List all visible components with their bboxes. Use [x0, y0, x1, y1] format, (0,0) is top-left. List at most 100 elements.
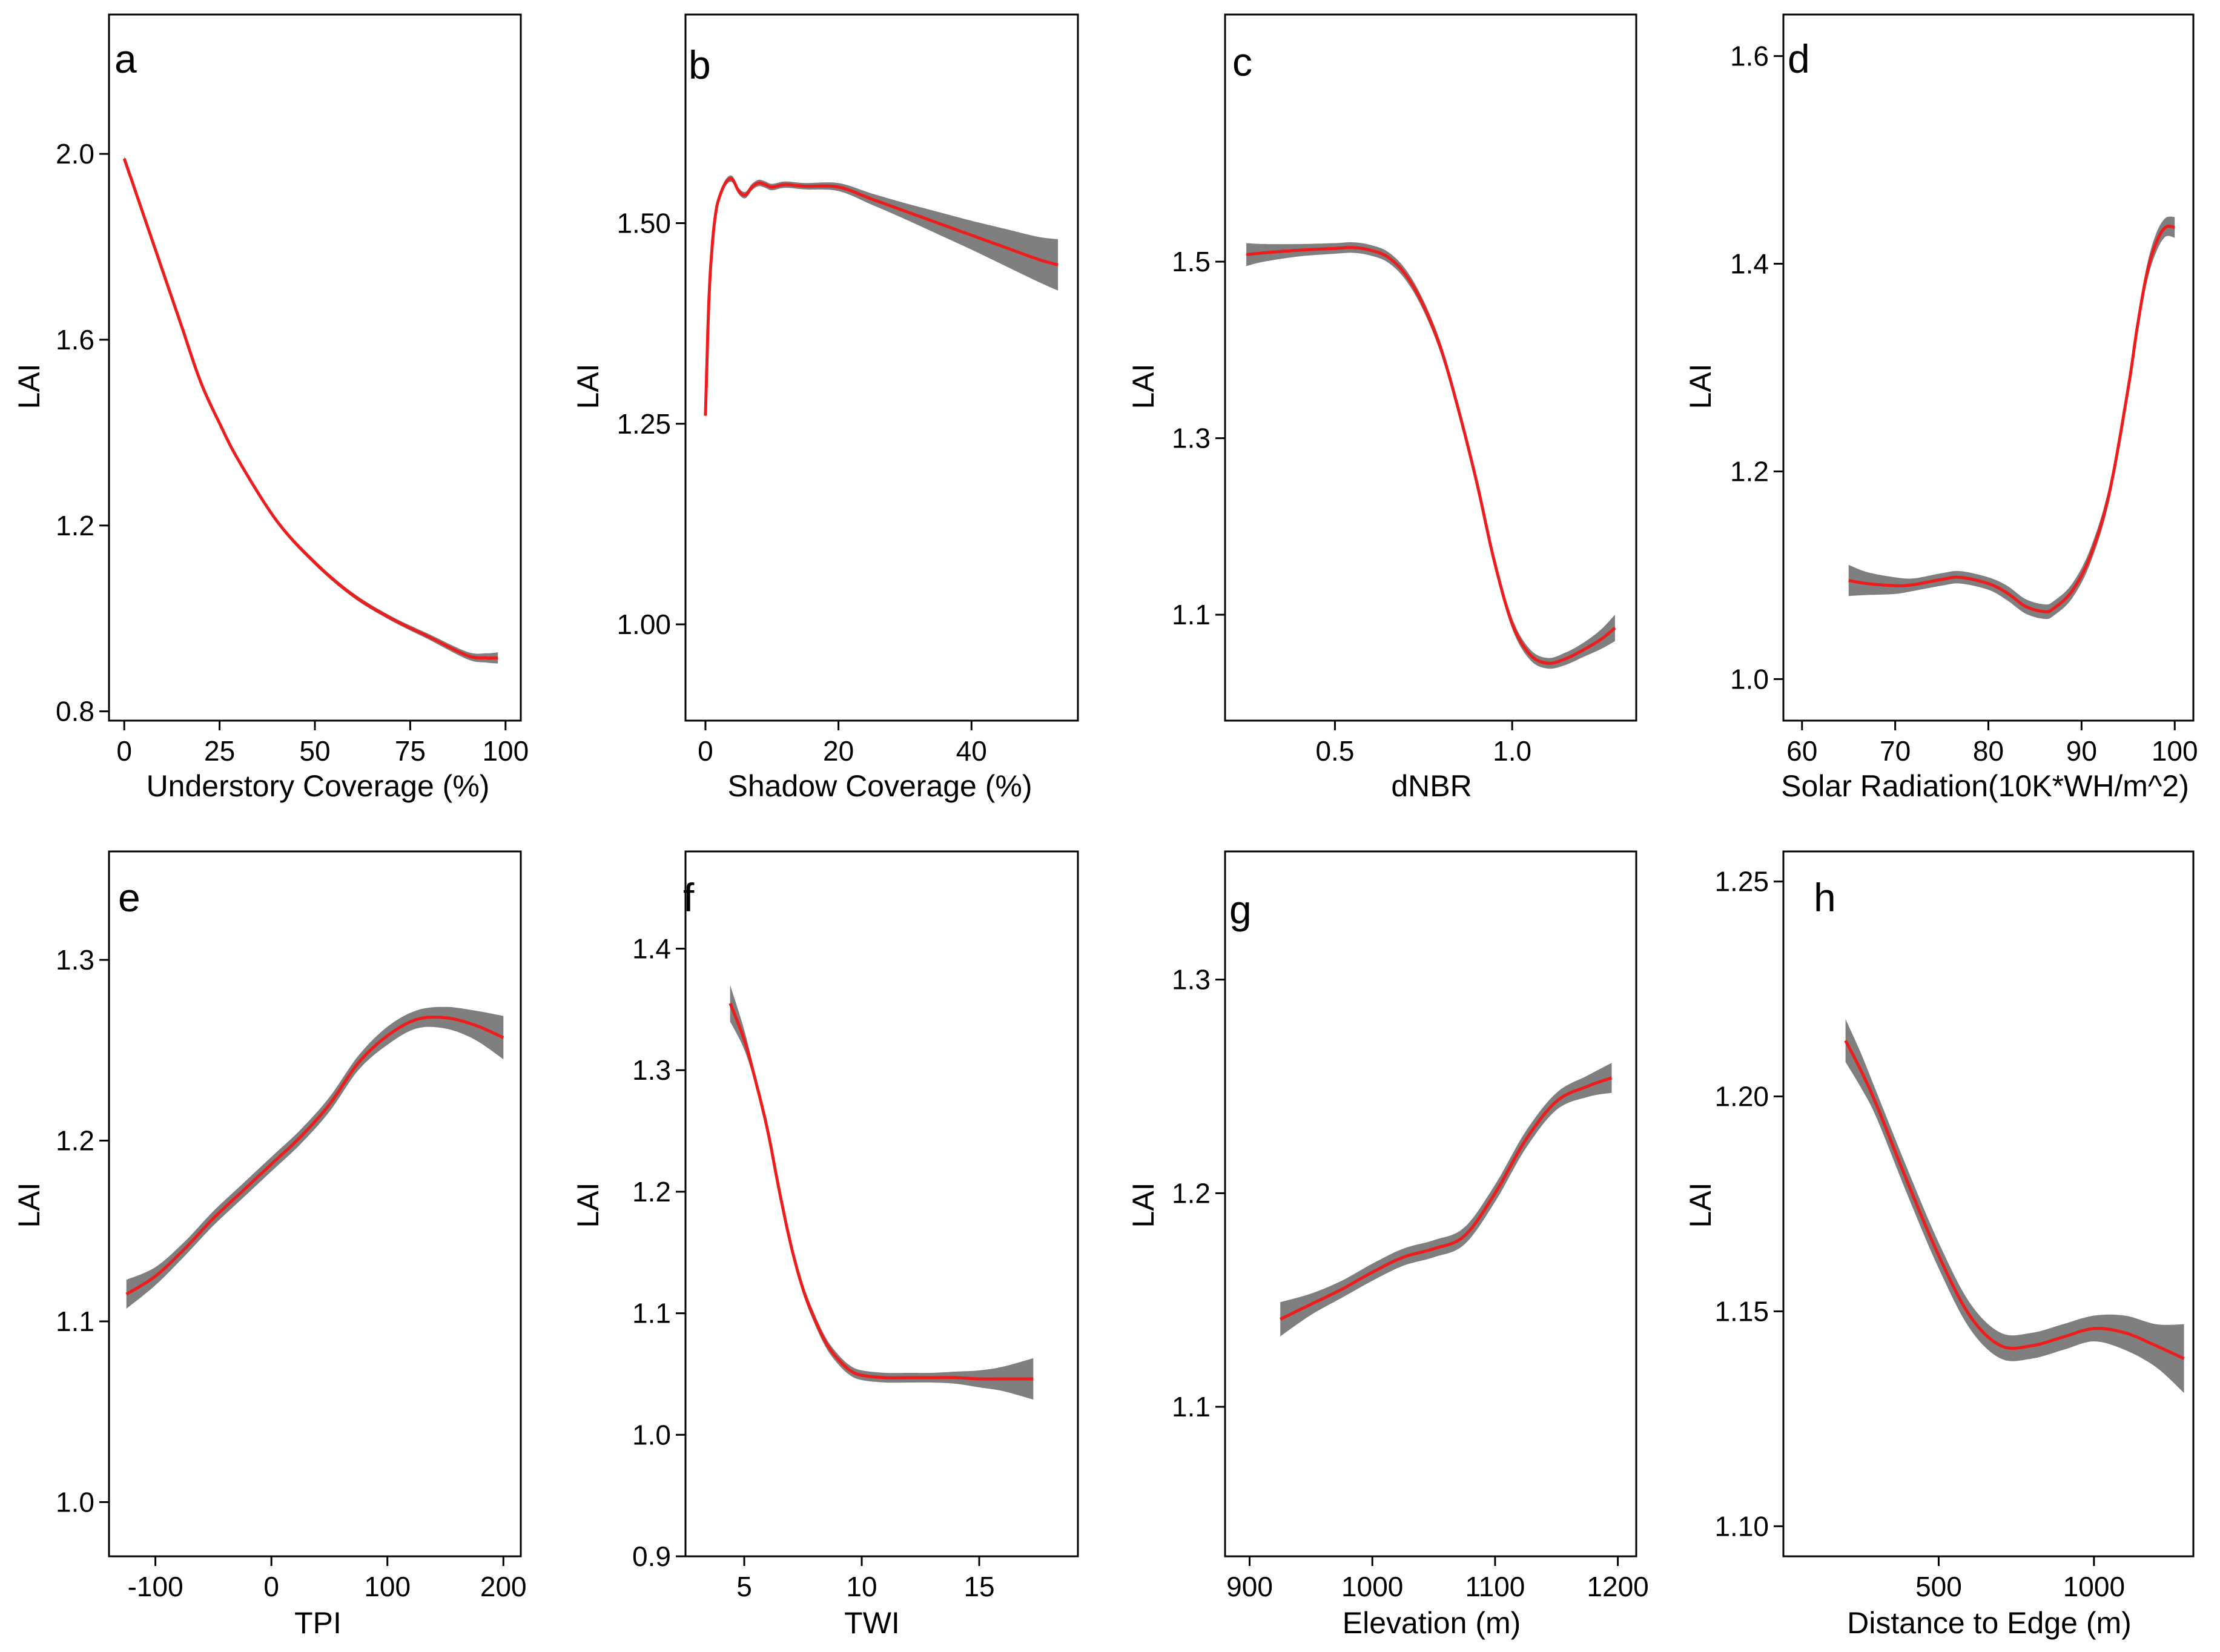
y-tick-label: 1.00: [616, 609, 671, 640]
x-tick-label: 70: [1880, 735, 1911, 767]
y-tick-label: 1.2: [56, 1125, 94, 1157]
panel-c: dNBR LAI 0.5 1.0 1.1 1.3 1.5 c: [1126, 13, 1637, 803]
x-tick-label: 20: [823, 735, 854, 767]
y-tick-label: 1.10: [1714, 1510, 1769, 1542]
y-axis-label: LAI: [1126, 363, 1160, 409]
panel-letter: d: [1788, 36, 1810, 81]
panel-e: TPI LAI -100 0 100 200 1.0 1.1 1.2 1.3 e: [12, 850, 527, 1640]
y-tick-label: 1.15: [1714, 1295, 1769, 1327]
fitted-curve: [704, 177, 1059, 416]
x-axis-label: TWI: [844, 1606, 900, 1640]
y-tick-label: 1.4: [632, 933, 671, 965]
y-tick-label: 1.2: [1730, 455, 1769, 487]
fitted-curve: [1848, 225, 2176, 613]
y-axis-label: LAI: [571, 1182, 605, 1227]
x-tick-label: 900: [1226, 1571, 1273, 1602]
y-tick-label: 1.25: [616, 408, 671, 440]
panel-d: Solar Radiation(10K*WH/m^2) LAI 60 70 80 90…: [1683, 13, 2198, 803]
y-tick-label: 1.2: [56, 510, 94, 541]
x-axis-label: Distance to Edge (m): [1847, 1606, 2132, 1640]
confidence-band: [126, 1006, 504, 1309]
x-tick-label: 100: [364, 1571, 411, 1602]
y-tick-label: 1.2: [1172, 1177, 1211, 1209]
x-tick-label: 0: [263, 1571, 279, 1602]
plot-frame: [1782, 850, 2195, 1558]
y-tick-label: 1.50: [616, 208, 671, 239]
y-tick-label: 1.25: [1714, 866, 1769, 897]
y-tick-label: 1.6: [1730, 41, 1769, 72]
x-tick-label: 200: [480, 1571, 527, 1602]
x-tick-label: 40: [956, 735, 987, 767]
y-axis-label: LAI: [12, 1182, 46, 1227]
panel-letter: f: [683, 875, 695, 920]
fitted-curve: [1245, 246, 1616, 665]
x-axis-label: Elevation (m): [1343, 1606, 1521, 1640]
y-tick-label: 1.2: [632, 1176, 671, 1208]
x-tick-label: 75: [395, 735, 426, 767]
panel-letter: h: [1814, 875, 1836, 920]
confidence-band: [1848, 216, 2175, 620]
x-tick-label: 100: [482, 735, 529, 767]
confidence-band: [705, 175, 1059, 423]
y-tick-label: 1.20: [1714, 1081, 1769, 1112]
x-tick-label: 0: [116, 735, 132, 767]
y-tick-label: 1.3: [56, 944, 94, 976]
x-tick-label: -100: [128, 1571, 183, 1602]
x-tick-label: 50: [299, 735, 330, 767]
y-tick-label: 1.0: [632, 1419, 671, 1450]
y-axis-label: LAI: [1126, 1182, 1160, 1227]
plot-frame: [1224, 13, 1637, 722]
x-tick-label: 25: [204, 735, 235, 767]
y-tick-label: 1.5: [1172, 246, 1211, 277]
y-axis-label: LAI: [12, 363, 46, 409]
x-tick-label: 0.5: [1315, 735, 1354, 767]
panel-a: Understory Coverage (%) LAI 0 25 50 75 100 0.…: [12, 13, 529, 803]
confidence-band: [124, 156, 498, 664]
plot-frame: [684, 13, 1079, 722]
x-tick-label: 5: [736, 1571, 752, 1602]
fitted-curve: [1844, 1040, 2185, 1360]
plot-frame: [684, 850, 1079, 1558]
y-tick-label: 0.9: [632, 1541, 671, 1572]
x-tick-label: 500: [1915, 1571, 1962, 1602]
y-tick-label: 1.1: [56, 1306, 94, 1337]
y-tick-label: 1.0: [1730, 663, 1769, 695]
x-tick-label: 10: [846, 1571, 877, 1602]
x-axis-label: Shadow Coverage (%): [727, 769, 1032, 803]
y-tick-label: 1.1: [1172, 599, 1211, 630]
y-tick-label: 1.3: [1172, 964, 1211, 996]
y-tick-label: 1.1: [632, 1298, 671, 1329]
x-axis-label: Solar Radiation(10K*WH/m^2): [1781, 769, 2189, 803]
y-axis-label: LAI: [1683, 363, 1717, 409]
x-tick-label: 1.0: [1493, 735, 1531, 767]
panel-letter: e: [118, 875, 140, 920]
x-tick-label: 1200: [1587, 1571, 1648, 1602]
y-tick-label: 1.4: [1730, 248, 1769, 280]
panel-f: TWI LAI 5 10 15 0.9 1.0 1.1 1.2 1.3 1.4 f: [571, 850, 1079, 1640]
x-tick-label: 1000: [2063, 1571, 2125, 1602]
x-tick-label: 15: [963, 1571, 994, 1602]
x-tick-label: 80: [1973, 735, 2004, 767]
panel-letter: a: [114, 36, 137, 81]
x-tick-label: 100: [2152, 735, 2198, 767]
x-tick-label: 60: [1786, 735, 1817, 767]
confidence-band: [1246, 242, 1615, 669]
panel-g: Elevation (m) LAI 900 1000 1100 1200 1.1 1.2 1…: [1126, 850, 1649, 1640]
y-tick-label: 2.0: [56, 138, 94, 170]
x-tick-label: 0: [698, 735, 713, 767]
fitted-curve: [1280, 1076, 1613, 1321]
fitted-curve: [122, 158, 499, 660]
x-tick-label: 1100: [1465, 1571, 1525, 1602]
confidence-band: [1280, 1063, 1612, 1336]
fitted-curve: [728, 1002, 1034, 1381]
y-axis-label: LAI: [571, 363, 605, 409]
x-tick-label: 1000: [1341, 1571, 1403, 1602]
confidence-band: [730, 985, 1034, 1400]
panel-h: Distance to Edge (m) LAI 500 1000 1.10 1.15…: [1683, 850, 2195, 1640]
y-tick-label: 1.0: [56, 1486, 94, 1518]
x-axis-label: TPI: [294, 1606, 342, 1640]
plot-frame: [1224, 850, 1637, 1558]
fitted-curve: [125, 1016, 504, 1296]
panel-b: Shadow Coverage (%) LAI 0 20 40 1.00 1.25 1.5…: [571, 13, 1079, 803]
